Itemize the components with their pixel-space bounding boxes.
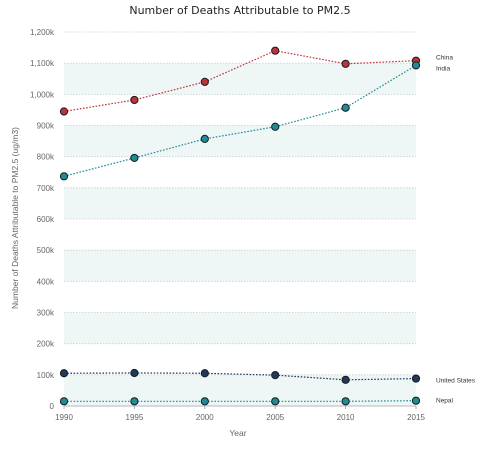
y-tick-label: 800k: [37, 153, 55, 162]
y-tick-label: 100k: [37, 371, 55, 380]
x-tick-label: 2015: [407, 413, 425, 422]
plot-band: [64, 250, 416, 282]
data-point-china: [271, 46, 280, 55]
series-group: [59, 46, 421, 406]
series-labels: China India United States Nepal: [436, 55, 476, 405]
data-point-nepal: [271, 397, 280, 406]
plot-bands: [64, 63, 416, 406]
series-label-nepal: Nepal: [436, 398, 454, 405]
y-axis-ticks: 0 100k 200k 300k 400k 500k 600k 700k 800k 900k 1,0…: [30, 28, 55, 411]
y-tick-label: 200k: [37, 340, 55, 349]
y-tick-label: 1,000k: [30, 90, 55, 99]
series-line-nepal: [64, 400, 417, 402]
y-tick-label: 900k: [37, 122, 55, 131]
y-tick-label: 600k: [37, 215, 55, 224]
x-axis-ticks: 1990 1995 2000 2005 2010 2015: [55, 406, 425, 422]
y-axis-label: Number of Deaths Attributable to PM2.5 (…: [10, 127, 20, 309]
data-point-nepal: [130, 397, 139, 406]
data-point-united-states: [130, 368, 139, 378]
data-point-nepal: [341, 397, 350, 406]
data-point-united-states: [59, 369, 69, 378]
data-point-united-states: [411, 374, 421, 383]
plot-band: [64, 187, 416, 219]
data-point-india: [411, 61, 421, 70]
series-label-china: China: [436, 55, 453, 62]
y-tick-label: 1,200k: [30, 28, 55, 37]
y-tick-label: 400k: [37, 277, 55, 286]
data-point-china: [130, 95, 139, 105]
series-line-united-states: [63, 372, 417, 381]
plot-band: [64, 312, 416, 344]
x-tick-label: 2010: [337, 413, 355, 422]
x-axis-label: Year: [229, 428, 246, 438]
data-point-china: [59, 107, 69, 116]
data-point-india: [59, 172, 69, 181]
data-point-united-states: [341, 375, 350, 384]
data-point-china: [200, 77, 209, 86]
data-point-united-states: [200, 369, 209, 378]
y-tick-label: 700k: [37, 184, 55, 193]
x-tick-label: 2005: [266, 413, 284, 422]
x-tick-label: 1995: [126, 413, 144, 422]
data-point-india: [341, 103, 350, 112]
data-point-china: [341, 59, 350, 68]
x-tick-label: 2000: [196, 413, 214, 422]
data-point-united-states: [271, 371, 280, 380]
series-label-india: India: [436, 65, 450, 72]
y-tick-label: 1,100k: [30, 59, 55, 68]
plot-band: [64, 125, 416, 157]
data-point-nepal: [59, 397, 69, 406]
x-tick-label: 1990: [55, 413, 73, 422]
chart-title: Number of Deaths Attributable to PM2.5: [129, 4, 350, 17]
data-point-nepal: [411, 396, 421, 405]
plot-band: [64, 63, 416, 95]
y-tick-label: 0: [50, 402, 55, 411]
data-point-india: [200, 134, 209, 144]
y-tick-label: 500k: [37, 246, 55, 255]
y-tick-label: 300k: [37, 309, 55, 318]
data-point-india: [271, 122, 280, 131]
series-label-united-states: United States: [436, 378, 476, 385]
series-line-china: [63, 50, 417, 113]
data-point-nepal: [200, 397, 209, 406]
data-point-india: [130, 153, 139, 163]
